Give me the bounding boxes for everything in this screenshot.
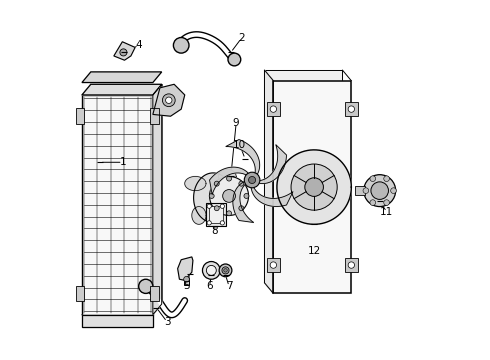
Circle shape — [391, 188, 396, 193]
Circle shape — [239, 206, 244, 211]
Text: 1: 1 — [120, 157, 126, 167]
Circle shape — [220, 221, 224, 225]
Polygon shape — [277, 150, 351, 224]
Circle shape — [348, 262, 355, 268]
Bar — [267, 258, 280, 272]
Polygon shape — [114, 42, 135, 60]
Circle shape — [270, 262, 276, 268]
Circle shape — [384, 200, 390, 206]
Polygon shape — [273, 81, 351, 293]
Polygon shape — [210, 167, 249, 195]
Circle shape — [226, 176, 232, 181]
Circle shape — [245, 172, 260, 188]
Polygon shape — [192, 207, 206, 224]
Circle shape — [162, 94, 175, 107]
Bar — [150, 108, 159, 124]
Circle shape — [173, 37, 189, 53]
Circle shape — [364, 175, 395, 207]
Circle shape — [248, 176, 256, 184]
Bar — [345, 102, 358, 116]
Text: 4: 4 — [135, 40, 142, 50]
Bar — [345, 258, 358, 272]
Polygon shape — [153, 84, 162, 315]
Circle shape — [214, 206, 219, 211]
Circle shape — [166, 97, 172, 103]
Circle shape — [222, 267, 229, 274]
Circle shape — [370, 200, 376, 206]
Circle shape — [291, 164, 337, 210]
Circle shape — [209, 193, 214, 198]
Circle shape — [207, 221, 211, 225]
Polygon shape — [251, 186, 293, 207]
Circle shape — [226, 211, 232, 216]
Polygon shape — [82, 95, 153, 315]
Polygon shape — [82, 315, 153, 327]
Bar — [206, 203, 225, 226]
Text: 10: 10 — [233, 140, 246, 149]
Text: 2: 2 — [238, 33, 245, 43]
Polygon shape — [258, 145, 287, 184]
Circle shape — [139, 279, 153, 293]
Polygon shape — [178, 257, 193, 280]
Circle shape — [370, 176, 376, 181]
Polygon shape — [265, 70, 343, 283]
Circle shape — [184, 276, 189, 282]
Polygon shape — [185, 176, 206, 191]
Bar — [75, 108, 84, 124]
Polygon shape — [265, 70, 273, 293]
Polygon shape — [91, 84, 162, 304]
Bar — [355, 186, 365, 195]
Text: 5: 5 — [183, 281, 190, 291]
Circle shape — [348, 106, 355, 112]
Polygon shape — [219, 169, 236, 184]
Circle shape — [224, 269, 227, 272]
Polygon shape — [153, 84, 185, 116]
Text: 6: 6 — [206, 281, 213, 291]
Polygon shape — [82, 72, 162, 82]
Circle shape — [207, 204, 211, 208]
Circle shape — [305, 178, 323, 197]
Bar — [209, 206, 222, 223]
Circle shape — [384, 176, 390, 181]
Circle shape — [214, 181, 219, 186]
Bar — [75, 285, 84, 301]
Circle shape — [120, 49, 127, 56]
Polygon shape — [82, 84, 162, 95]
Text: 12: 12 — [308, 246, 321, 256]
Bar — [184, 278, 189, 284]
Circle shape — [228, 53, 241, 66]
Circle shape — [219, 264, 232, 277]
Text: 7: 7 — [226, 281, 232, 291]
Circle shape — [206, 265, 216, 275]
Text: 8: 8 — [212, 226, 218, 237]
Bar — [150, 285, 159, 301]
Polygon shape — [210, 176, 248, 215]
Text: 3: 3 — [164, 317, 171, 327]
Text: 11: 11 — [380, 207, 393, 217]
Polygon shape — [226, 140, 260, 175]
Circle shape — [371, 182, 389, 199]
Circle shape — [202, 261, 220, 279]
Circle shape — [220, 204, 224, 208]
Polygon shape — [194, 173, 233, 222]
Circle shape — [244, 193, 249, 198]
Text: 9: 9 — [233, 118, 240, 128]
Circle shape — [239, 181, 244, 186]
Circle shape — [363, 188, 368, 193]
Circle shape — [222, 190, 235, 202]
Polygon shape — [233, 181, 254, 222]
Circle shape — [270, 106, 276, 112]
Bar — [267, 102, 280, 116]
